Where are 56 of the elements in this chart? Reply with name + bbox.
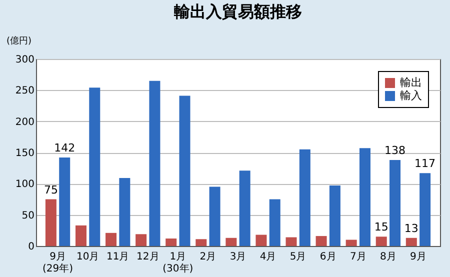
x-tick-label: 11月 <box>106 252 130 262</box>
bar <box>256 234 267 246</box>
y-tick-label: 150 <box>15 148 34 159</box>
x-tick-label: 6月 <box>320 252 336 262</box>
bar <box>119 178 130 246</box>
x-tick-label: 12月 <box>136 252 160 262</box>
y-tick-label: 50 <box>22 210 34 222</box>
bar <box>329 186 340 246</box>
x-tick-label: 4月 <box>260 252 276 262</box>
bar <box>149 80 160 246</box>
bar <box>179 96 190 246</box>
chart-title: 輸出入貿易額推移 <box>173 2 302 21</box>
x-tick-label: 3月 <box>230 252 246 262</box>
bar <box>166 238 177 246</box>
bar <box>286 237 297 246</box>
bar <box>59 157 70 246</box>
data-label: 142 <box>54 141 76 154</box>
x-tick-label: 7月 <box>350 252 366 262</box>
x-tick-label: 9月 <box>410 252 426 262</box>
x-tick-label: 5月 <box>290 252 306 262</box>
x-tick-label: 1月 (30年) <box>162 252 194 274</box>
data-label: 138 <box>384 144 406 157</box>
bar <box>316 236 327 246</box>
bar <box>89 88 100 246</box>
y-tick-label: 200 <box>15 116 34 128</box>
bar <box>420 173 431 246</box>
y-tick-label: 250 <box>15 86 34 97</box>
y-tick-label: 300 <box>15 54 34 66</box>
bar <box>406 238 417 246</box>
bar <box>45 199 56 246</box>
legend-label: 輸入 <box>400 89 422 102</box>
data-label: 75 <box>44 183 58 196</box>
legend-label: 輸出 <box>400 76 422 89</box>
y-tick-label: 100 <box>15 179 34 190</box>
bar <box>269 199 280 246</box>
data-label: 15 <box>374 220 388 234</box>
bar <box>196 239 207 246</box>
bar <box>75 225 86 246</box>
data-label: 117 <box>414 157 436 170</box>
y-tick-label: 0 <box>28 242 34 252</box>
bar <box>299 149 310 246</box>
bar <box>346 240 357 246</box>
x-tick-label: 10月 <box>76 252 100 262</box>
bar <box>376 236 387 246</box>
y-axis-title: (億円) <box>6 36 32 46</box>
x-tick-label: 8月 <box>380 252 396 262</box>
bar <box>106 232 117 246</box>
bar <box>390 160 401 246</box>
bar <box>226 238 237 246</box>
bar <box>359 148 370 246</box>
x-tick-label: 9月 (29年) <box>42 252 74 274</box>
bar <box>136 234 147 246</box>
bar <box>239 170 250 246</box>
data-label: 13 <box>404 222 418 235</box>
x-tick-label: 2月 <box>200 252 216 262</box>
bar <box>209 186 220 246</box>
